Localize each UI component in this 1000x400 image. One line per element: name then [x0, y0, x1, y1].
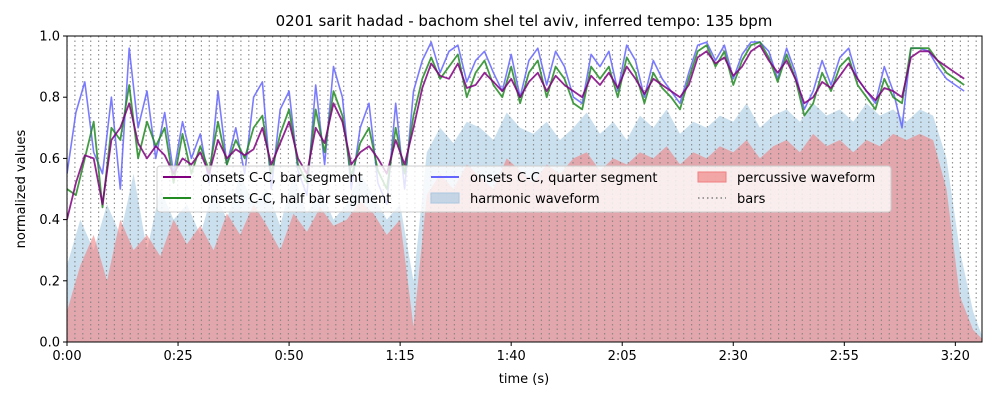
x-axis-label: time (s) — [499, 372, 549, 387]
x-tick-label: 2:05 — [608, 349, 637, 364]
plot-frame — [66, 35, 983, 343]
y-tick-label: 0.0 — [39, 336, 60, 351]
half-bar-segment-line — [67, 41, 965, 209]
legend-label: onsets C-C, bar segment — [202, 171, 363, 186]
x-tick-label: 0:50 — [274, 349, 303, 364]
quarter-segment-line — [67, 41, 965, 206]
axes: 0:00 0:25 0:50 1:15 1:40 2:05 2:30 2:55 3:20 0.0 0… — [39, 30, 970, 365]
y-tick-label: 0.4 — [39, 213, 60, 228]
y-tick-label: 1.0 — [39, 30, 60, 45]
x-tick-label: 0:00 — [52, 349, 81, 364]
bar-segment-line — [67, 44, 965, 220]
legend-label: onsets C-C, quarter segment — [470, 171, 657, 186]
x-tick-label: 3:20 — [941, 349, 970, 364]
legend-label: onsets C-C, half bar segment — [202, 192, 391, 207]
y-axis-label: normalized values — [14, 129, 29, 248]
legend-label: harmonic waveform — [470, 192, 600, 207]
x-tick-label: 1:40 — [497, 349, 526, 364]
x-tick-label: 2:55 — [830, 349, 859, 364]
legend-swatch — [697, 171, 727, 183]
chart-title: 0201 sarit hadad - bachom shel tel aviv,… — [276, 12, 773, 30]
x-tick-label: 0:25 — [163, 349, 192, 364]
legend-label: percussive waveform — [737, 171, 875, 186]
legend-swatch — [430, 192, 460, 204]
y-tick-label: 0.2 — [39, 274, 60, 289]
legend-label: bars — [737, 192, 766, 207]
legend: onsets C-C, bar segment onsets C-C, half … — [156, 165, 892, 213]
x-tick-label: 1:15 — [386, 349, 415, 364]
x-tick-label: 2:30 — [719, 349, 748, 364]
y-tick-label: 0.8 — [39, 91, 60, 106]
y-tick-label: 0.6 — [39, 152, 60, 167]
